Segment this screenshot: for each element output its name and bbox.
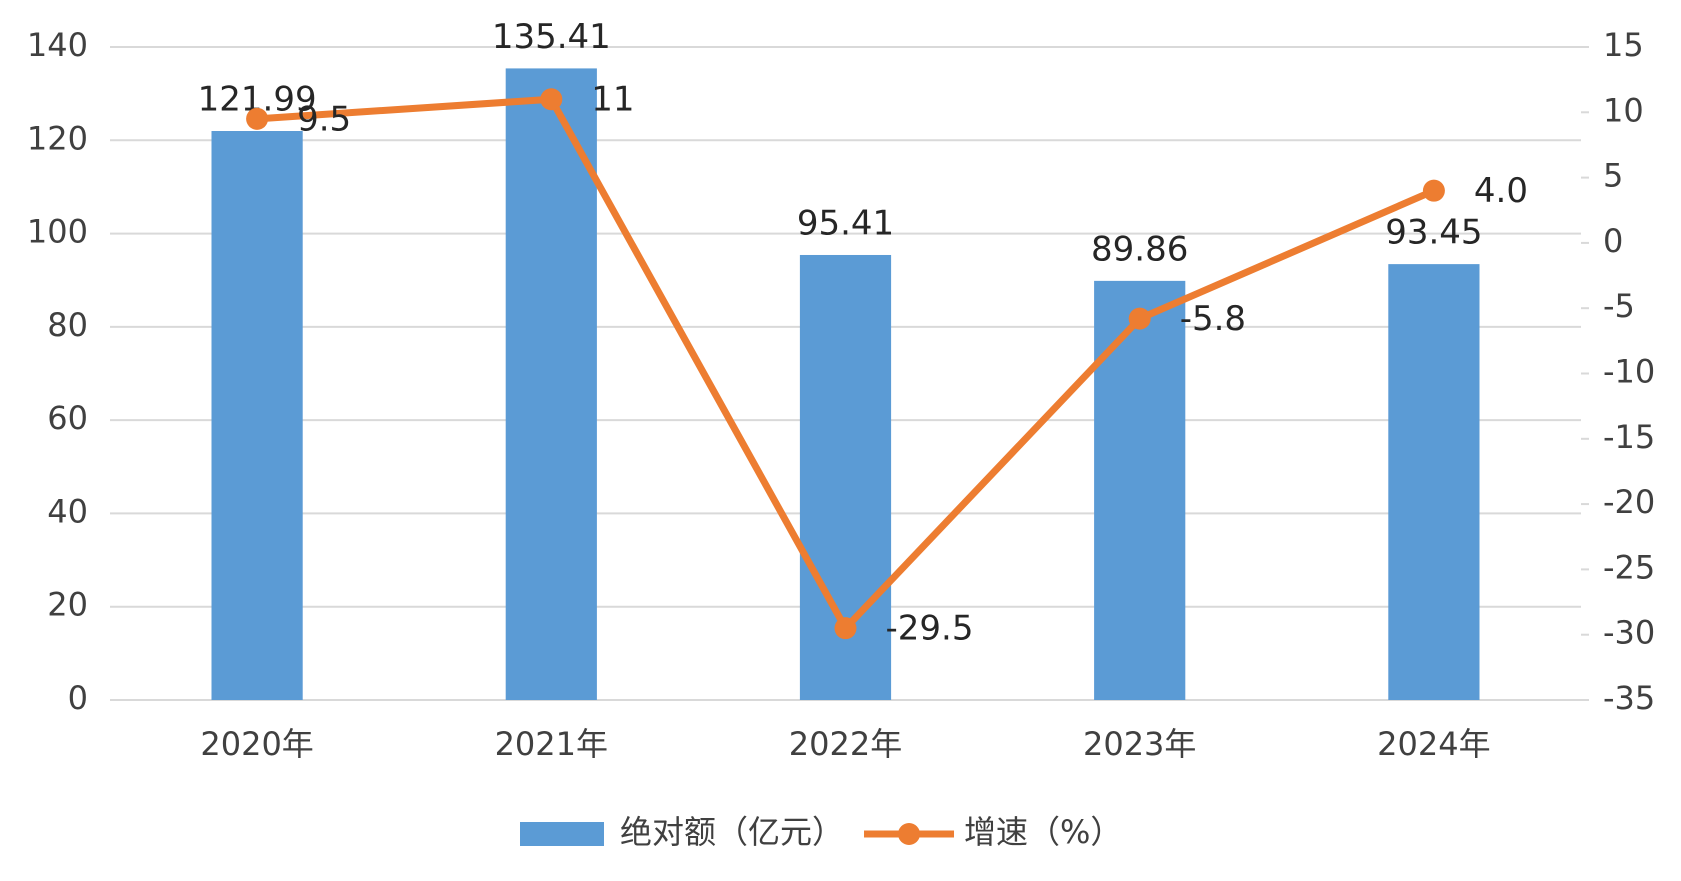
bar	[211, 131, 303, 700]
bar	[505, 68, 597, 701]
y2-tick-label: 0	[1603, 222, 1623, 260]
x-tick-label: 2020年	[200, 725, 313, 763]
y-tick-label: 80	[47, 306, 88, 344]
y2-tick-label: -10	[1603, 353, 1655, 391]
line-point	[834, 617, 857, 640]
bar-value-label: 95.41	[797, 203, 894, 243]
x-tick-label: 2024年	[1377, 725, 1490, 763]
y-tick-label: 20	[47, 586, 88, 624]
line-value-label: -5.8	[1180, 299, 1246, 339]
y-tick-label: 60	[47, 399, 88, 437]
y2-tick-label: -35	[1603, 679, 1655, 717]
line-point	[1422, 179, 1445, 202]
line-value-label: 11	[591, 80, 634, 120]
line-value-label: -29.5	[886, 609, 974, 649]
y2-tick-label: -5	[1603, 287, 1635, 325]
line-point	[1128, 307, 1151, 330]
y-tick-label: 100	[27, 213, 88, 251]
bar	[1094, 280, 1186, 700]
x-tick-label: 2022年	[789, 725, 902, 763]
y-tick-label: 0	[68, 679, 88, 717]
x-tick-label: 2021年	[495, 725, 608, 763]
line-point	[246, 107, 269, 130]
legend-label: 增速（%）	[964, 813, 1122, 851]
legend-swatch	[520, 822, 604, 846]
y2-tick-label: 5	[1603, 157, 1623, 195]
y2-tick-label: -30	[1603, 614, 1655, 652]
y-tick-label: 120	[27, 119, 88, 157]
y-tick-label: 40	[47, 492, 88, 530]
bar-value-label: 89.86	[1091, 229, 1188, 269]
line-value-label: 4.0	[1474, 171, 1528, 211]
y2-tick-label: -20	[1603, 483, 1655, 521]
legend-swatch-point	[898, 823, 921, 845]
x-tick-label: 2023年	[1083, 725, 1196, 763]
y2-tick-label: -15	[1603, 418, 1655, 456]
line-value-label: 9.5	[297, 99, 351, 139]
line-point	[540, 88, 563, 111]
bar	[1388, 264, 1480, 700]
bar-value-label: 93.45	[1385, 213, 1482, 253]
y-tick-label: 140	[27, 26, 88, 64]
y2-tick-label: 10	[1603, 91, 1644, 129]
legend-label: 绝对额（亿元）	[620, 813, 844, 851]
y2-tick-label: 15	[1603, 26, 1644, 64]
bar-value-label: 135.41	[492, 17, 611, 57]
y2-tick-label: -25	[1603, 548, 1655, 586]
